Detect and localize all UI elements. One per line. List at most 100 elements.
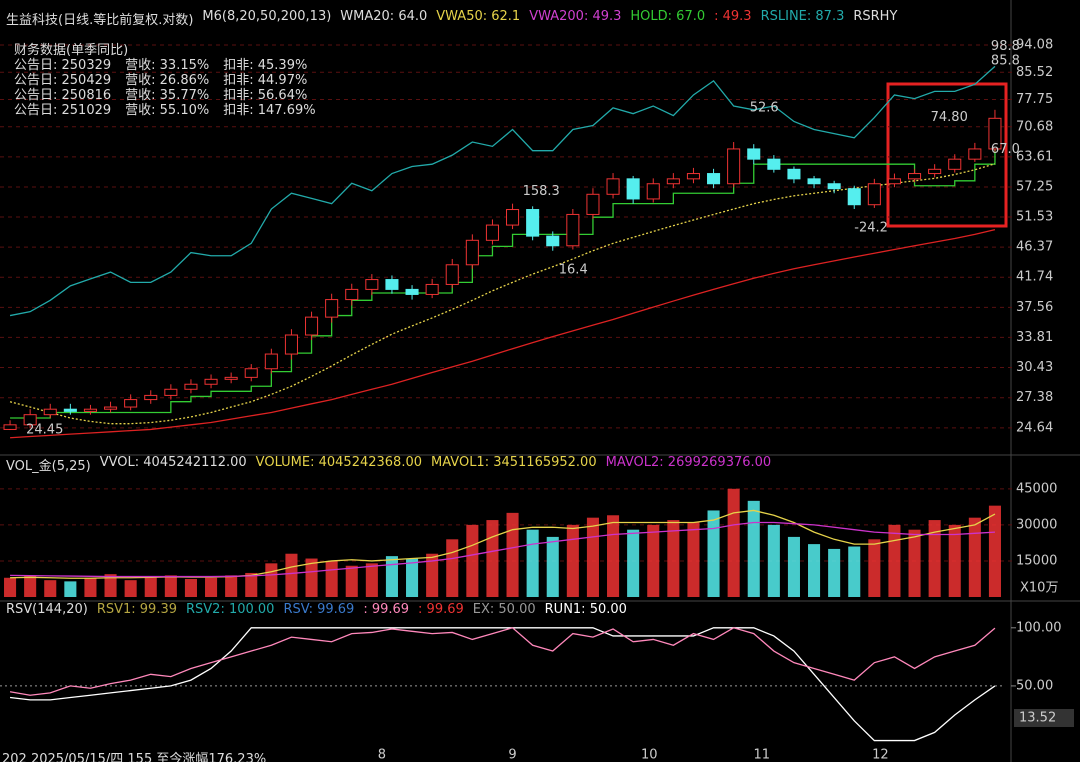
volume-bar — [747, 500, 760, 597]
volume-bar — [627, 529, 640, 597]
candle-body — [365, 279, 379, 290]
volume-bar — [787, 536, 800, 597]
volume-bar — [24, 575, 37, 597]
info-cell: 营收: 55.10% — [125, 103, 210, 118]
footer: 202 2025/05/15/四 155 至今涨幅176.23% — [2, 748, 266, 762]
candle-body — [506, 209, 520, 226]
volume-bar — [727, 488, 740, 597]
candle-body — [968, 148, 982, 160]
info-row: 公告日: 250429 营收: 26.86% 扣非: 44.97% — [14, 73, 330, 88]
y-tick-label: 70.68 — [1016, 119, 1053, 134]
candle-body — [104, 406, 118, 410]
volume-bar — [968, 517, 981, 597]
volume-bar — [888, 524, 901, 597]
legend-item: : 99.69 — [418, 602, 464, 617]
y-tick-label: 63.61 — [1016, 149, 1053, 164]
header-item: VWA200: 49.3 — [529, 9, 622, 24]
candle-body — [43, 408, 57, 416]
volume-bar — [406, 558, 419, 597]
candle-body — [827, 183, 841, 190]
volume-bar — [426, 553, 439, 597]
volume-bar — [828, 548, 841, 597]
info-box: 财务数据(单季同比) 公告日: 250329 营收: 33.15% 扣非: 45.39… — [14, 43, 330, 118]
footer-left: 202 — [2, 752, 27, 762]
volume-bar — [868, 539, 881, 597]
info-cell: 扣非: 147.69% — [223, 103, 316, 118]
candle-body — [988, 117, 1002, 150]
candle-body — [23, 414, 37, 426]
volume-bar — [607, 515, 620, 597]
y-tick-label: 51.53 — [1016, 210, 1053, 225]
y-tick-label: 30.43 — [1016, 360, 1053, 375]
chart-title: 生益科技(日线.等比前复权.对数) — [6, 13, 194, 28]
candle-body — [83, 408, 97, 412]
legend-item: MAVOL1: 3451165952.00 — [431, 455, 597, 470]
y-tick-label: 57.25 — [1016, 179, 1053, 194]
candle-body — [867, 183, 881, 206]
volume-bar — [144, 576, 157, 597]
candle-body — [63, 408, 77, 412]
candle-body — [224, 376, 238, 380]
info-cell: 公告日: 250329 — [14, 58, 112, 73]
volume-bar — [647, 524, 660, 597]
x-tick-label: 10 — [641, 748, 658, 762]
header-item: M6(8,20,50,200,13) — [202, 9, 332, 24]
unit-label: X10万 — [1020, 581, 1058, 596]
info-cell: 扣非: 56.64% — [223, 88, 308, 103]
candle-body — [566, 213, 580, 247]
series-line — [10, 142, 996, 419]
candle-body — [908, 173, 922, 180]
candle-body — [385, 279, 399, 290]
candle-body — [184, 383, 198, 390]
volume-bar — [767, 524, 780, 597]
volume-bar — [948, 524, 961, 597]
legend-item: RSV2: 100.00 — [186, 602, 275, 617]
info-cell: 扣非: 45.39% — [223, 58, 308, 73]
candle-body — [546, 235, 560, 247]
volume-bar — [124, 580, 137, 597]
volume-bar — [245, 572, 258, 597]
value-box — [1014, 709, 1074, 727]
volume-bar — [687, 522, 700, 597]
y-tick-label: 94.08 — [1016, 38, 1053, 53]
volume-bar — [506, 512, 519, 597]
candle-body — [445, 264, 459, 285]
annotation: 67.0 — [991, 142, 1020, 157]
candle-body — [284, 334, 298, 355]
legend-item: EX: 50.00 — [472, 602, 536, 617]
candle-body — [144, 394, 158, 401]
candle-body — [787, 168, 801, 180]
candle-body — [204, 378, 218, 385]
y-tick-label: 100.00 — [1016, 620, 1062, 635]
candle-body — [686, 173, 700, 180]
info-cell: 扣非: 44.97% — [223, 73, 308, 88]
volume-bar — [808, 544, 821, 597]
legend-item: RSV1: 99.39 — [96, 602, 177, 617]
volume-bar — [104, 574, 117, 597]
volume-bar — [707, 510, 720, 597]
info-cell: 营收: 26.86% — [125, 73, 210, 88]
y-tick-label: 37.56 — [1016, 300, 1053, 315]
series-line — [9, 627, 996, 742]
legend-item: RSV(144,20) — [6, 602, 88, 617]
volume-header: VOL_金(5,25) VVOL: 4045242112.00 VOLUME: 40… — [6, 455, 771, 474]
candle-body — [465, 239, 479, 266]
candle-body — [264, 353, 278, 370]
info-row: 公告日: 250816 营收: 35.77% 扣非: 56.64% — [14, 88, 330, 103]
candle-body — [727, 148, 741, 185]
volume-bar — [64, 581, 77, 597]
candle-body — [847, 188, 861, 206]
info-row: 公告日: 250329 营收: 33.15% 扣非: 45.39% — [14, 58, 330, 73]
legend-item: RUN1: 50.00 — [544, 602, 627, 617]
info-cell: 营收: 35.77% — [125, 88, 210, 103]
series-line — [9, 627, 996, 696]
y-tick-label: 77.75 — [1016, 92, 1053, 107]
volume-bar — [466, 524, 479, 597]
candle-body — [707, 173, 721, 185]
series-line — [9, 65, 996, 317]
y-tick-label: 46.37 — [1016, 240, 1053, 255]
legend-item: VVOL: 4045242112.00 — [99, 455, 247, 470]
candle-body — [3, 424, 17, 430]
